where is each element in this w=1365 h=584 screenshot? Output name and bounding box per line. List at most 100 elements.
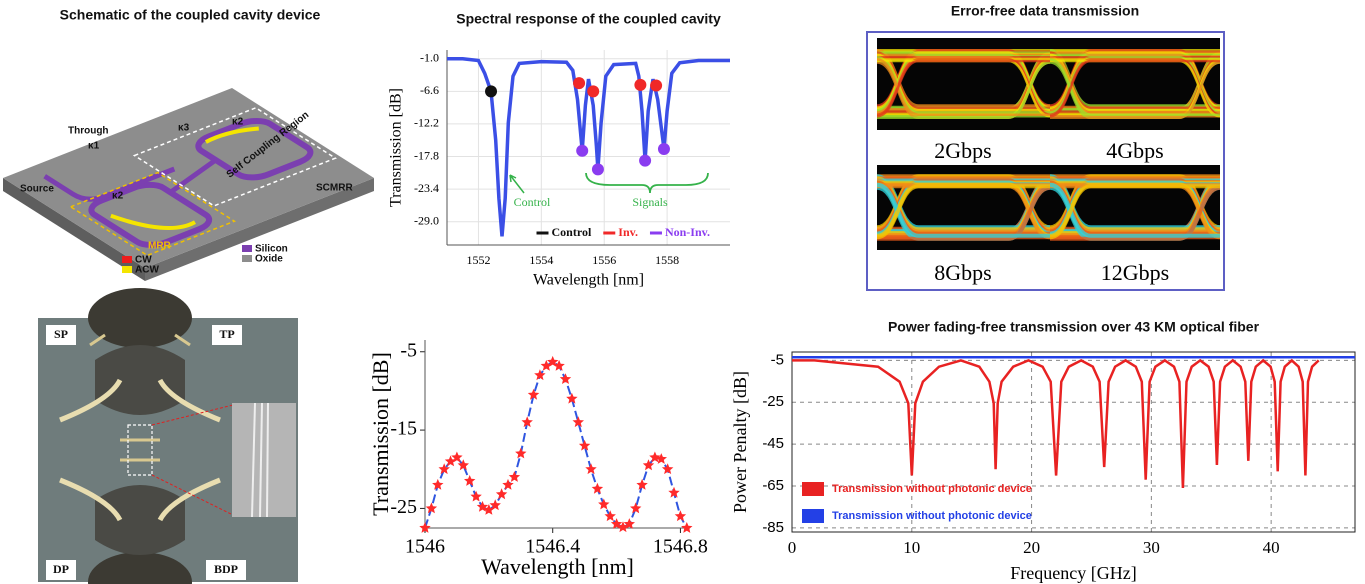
legend-label: Transmission without photonic device [832,483,1032,495]
point-marker [657,142,670,155]
eye-label: 2Gbps [934,138,991,163]
eye-trace [877,61,1051,119]
label: ACW [135,265,159,276]
panel-title: Schematic of the coupled cavity device [60,7,321,23]
point-marker [650,79,663,92]
star-marker [419,522,431,533]
port-label: BDP [214,562,238,576]
star-marker [483,504,495,515]
x-tick-label: 30 [1143,538,1160,557]
star-marker [655,453,667,464]
chart-title: Power fading-free transmission over 43 K… [888,319,1260,335]
legend-label: Inv. [618,225,638,239]
star-marker [521,416,533,428]
oxide-key [242,255,252,262]
rings [31,99,358,256]
eye-trace [876,59,1050,118]
star-marker [489,499,501,511]
star-marker [425,502,438,514]
star-marker [451,451,463,463]
legend-label: Control [552,225,592,239]
inset [232,403,296,517]
x-tick-label: 1552 [466,253,490,267]
label: Source [20,184,54,195]
y-tick-label: -23.4 [414,181,439,195]
eye-trace [1049,59,1220,118]
label-box [206,560,246,580]
star-marker [630,502,642,514]
y-tick-label: -25 [390,496,417,518]
label: SCMRR [316,183,353,194]
label-box [212,325,242,345]
data-line [425,360,688,529]
star-marker [598,498,610,510]
x-tick-label: 1558 [655,253,679,267]
chart-title: Spectral response of the coupled cavity [456,11,721,27]
eye-label: 12Gbps [1101,260,1169,285]
eye-trace [1049,58,1220,116]
ring [88,552,192,584]
y-tick-label: -6.6 [420,83,439,97]
eye-trace [876,58,1050,116]
annotation: Signals [632,195,668,209]
ring [88,288,192,348]
star-marker [495,488,508,500]
star-marker [674,510,687,522]
label: MRR [148,241,172,252]
label: κ3 [178,123,190,134]
point-marker [639,154,652,167]
y-tick-label: -85 [762,519,784,536]
label: κ1 [88,141,100,152]
star-marker [534,369,546,381]
annotation-brace [585,172,709,194]
x-axis-label: Frequency [GHz] [1010,563,1136,583]
eye-trace [877,185,1051,241]
slab-side [145,178,374,281]
zoom-line [151,474,234,516]
y-axis-label: Power Penalty [dB] [730,371,750,513]
star-marker [553,359,565,371]
y-axis-label: Transmission [dB] [368,352,393,516]
label: κ2 [112,191,124,202]
star-marker [661,463,674,475]
star-marker [444,455,457,467]
star-marker [610,518,623,529]
star-marker [591,482,604,494]
star-marker [432,478,444,490]
x-tick-label: 40 [1263,538,1280,557]
eye-trace [1049,184,1220,240]
star-marker [508,471,521,482]
eye-label: 4Gbps [1106,138,1163,163]
star-marker [681,522,693,533]
legend-item: Control [536,225,592,239]
point-marker [573,77,586,90]
data-line [447,56,730,237]
x-tick-label: 20 [1023,538,1040,557]
schematic: Through κ1 Source κ2 κ3 κ2 Self Coupling… [3,88,374,281]
acw-key [122,266,132,273]
eye-trace [1050,61,1221,119]
zoom-box [127,424,153,476]
eye-diagrams [876,38,1221,250]
silicon-key [242,245,252,252]
star-marker [604,510,616,522]
y-tick-label: -25 [762,393,784,410]
point-marker [591,163,604,176]
electrode [59,378,221,522]
x-axis-label: Wavelength [nm] [533,272,644,289]
y-axis-label: Transmission [dB] [388,88,405,207]
bus-waveguide [45,142,175,203]
star-marker [470,490,482,502]
point-marker [576,144,589,157]
eye-trace [876,184,1050,240]
y-tick-label: -29.0 [414,213,439,227]
eye-label: 8Gbps [934,260,991,285]
port-label: TP [219,327,234,341]
star-marker [668,486,680,498]
x-tick-label: 0 [788,538,797,557]
zoom-line [151,404,234,426]
label: κ2 [232,117,244,128]
annotation: Control [514,195,551,209]
port-label: SP [54,327,68,341]
label-box [46,560,76,580]
